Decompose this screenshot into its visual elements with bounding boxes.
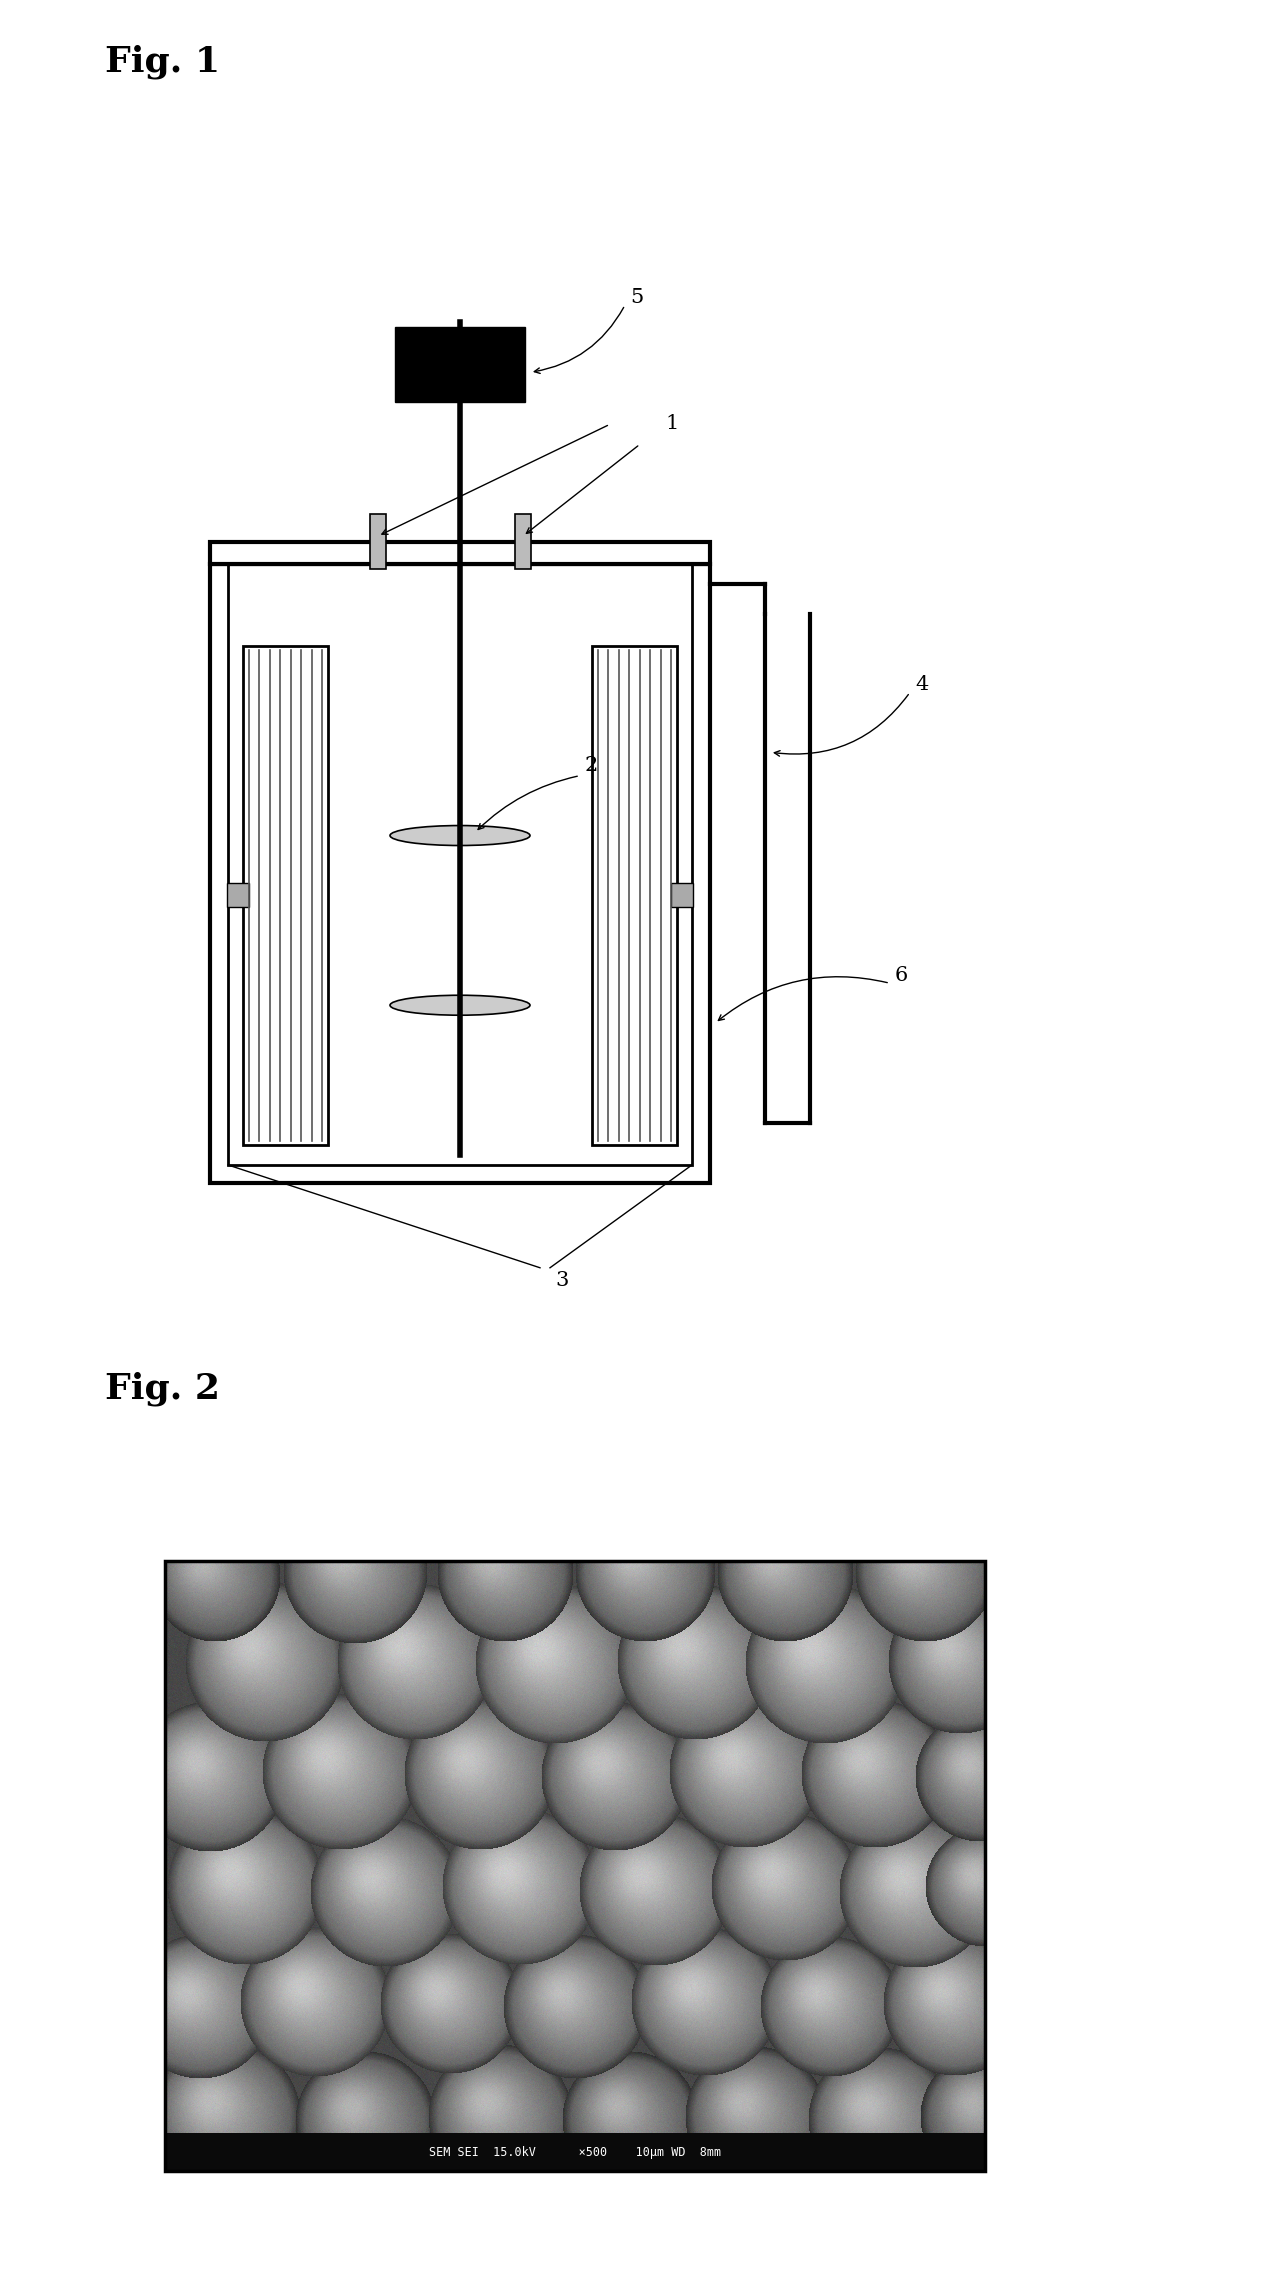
- Ellipse shape: [390, 995, 530, 1015]
- Bar: [369, 513, 386, 570]
- Text: 2: 2: [586, 756, 598, 774]
- Text: 3: 3: [555, 1272, 569, 1290]
- Text: 6: 6: [894, 965, 909, 986]
- Bar: [227, 883, 248, 908]
- Text: 4: 4: [915, 674, 928, 695]
- Text: Fig. 2: Fig. 2: [106, 1372, 220, 1406]
- Bar: [243, 645, 328, 1145]
- Bar: [592, 645, 677, 1145]
- Text: 5: 5: [631, 288, 644, 307]
- Bar: [515, 513, 532, 570]
- Bar: [395, 327, 525, 402]
- Bar: [228, 563, 692, 1165]
- Text: SEM SEI  15.0kV      ×500    10μm WD  8mm: SEM SEI 15.0kV ×500 10μm WD 8mm: [429, 2146, 721, 2157]
- Text: Fig. 1: Fig. 1: [106, 45, 220, 79]
- Bar: [165, 2132, 985, 2171]
- Text: 1: 1: [665, 413, 678, 434]
- Bar: [165, 1560, 985, 2171]
- Bar: [671, 883, 692, 908]
- Ellipse shape: [390, 827, 530, 845]
- Bar: [210, 543, 710, 563]
- Bar: [210, 563, 710, 1183]
